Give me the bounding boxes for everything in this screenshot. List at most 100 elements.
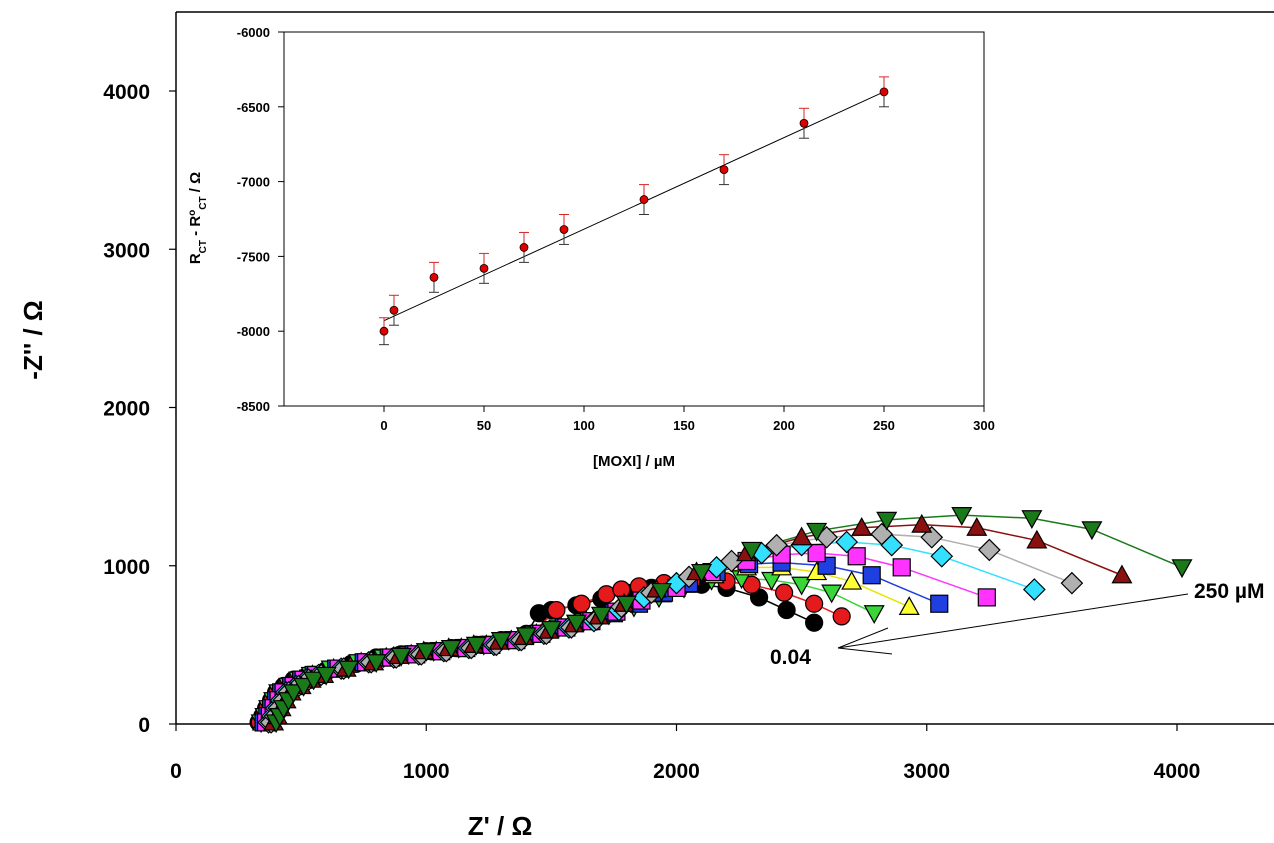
main-y-axis-label: -Z'' / Ω bbox=[18, 300, 48, 379]
square-marker bbox=[892, 558, 911, 577]
inset-data-point bbox=[559, 225, 569, 234]
triangle-down-marker bbox=[590, 606, 612, 626]
inset-y-tick-label: -8000 bbox=[237, 324, 270, 339]
triangle-up-marker bbox=[898, 596, 920, 615]
diamond-marker bbox=[1023, 578, 1046, 601]
circle-marker bbox=[805, 613, 824, 632]
diamond-marker bbox=[930, 544, 954, 568]
main-y-tick-label: 2000 bbox=[103, 398, 150, 421]
inset-frame bbox=[283, 31, 985, 407]
inset-points bbox=[379, 76, 889, 346]
triangle-down-marker bbox=[415, 643, 437, 662]
main-y-tick-label: 3000 bbox=[103, 239, 150, 262]
triangle-down-marker bbox=[821, 584, 843, 604]
annotation-250-label: 250 µM bbox=[1194, 580, 1264, 603]
main-x-ticks: 0 1000 2000 3000 4000 bbox=[170, 724, 1200, 783]
inset-x-tick-label: 50 bbox=[477, 418, 491, 433]
triangle-down-marker bbox=[691, 563, 713, 583]
triangle-down-marker bbox=[615, 595, 637, 615]
triangle-up-marker bbox=[966, 517, 988, 536]
inset-ylabel-r1: R bbox=[187, 253, 204, 264]
inset-x-ticks: 0 50 100 150 200 250 300 bbox=[380, 406, 995, 433]
series-line bbox=[267, 541, 1035, 723]
triangle-up-marker bbox=[911, 513, 933, 533]
inset-data-point bbox=[799, 118, 809, 128]
inset-x-tick-label: 100 bbox=[573, 418, 595, 433]
main-series-markers bbox=[249, 507, 1193, 734]
inset-chart: 0 50 100 150 200 250 300 -8500-8000-7500-7000-… bbox=[187, 25, 995, 470]
inset-ylabel-mid: - R bbox=[187, 216, 204, 240]
annotation-004-leader bbox=[837, 647, 893, 655]
inset-y-tick-label: -8500 bbox=[237, 399, 270, 414]
inset-data-point bbox=[639, 195, 649, 204]
main-y-tick-label: 1000 bbox=[103, 556, 150, 579]
square-marker bbox=[977, 588, 996, 607]
square-marker bbox=[862, 566, 881, 585]
triangle-down-marker bbox=[490, 632, 512, 651]
inset-ylabel-sub1: CT bbox=[198, 240, 209, 253]
triangle-down-marker bbox=[565, 614, 587, 634]
fit-line bbox=[383, 91, 885, 322]
inset-y-tick-label: -6000 bbox=[237, 25, 270, 40]
inset-y-axis-label: RCT - RoCT / Ω bbox=[187, 172, 209, 264]
diamond-marker bbox=[977, 538, 1001, 562]
inset-fit-line bbox=[383, 91, 885, 322]
diamond-marker bbox=[765, 533, 788, 557]
annotation-004-label: 0.04 bbox=[770, 646, 811, 669]
inset-x-tick-label: 150 bbox=[673, 418, 695, 433]
triangle-down-marker bbox=[390, 647, 412, 667]
main-x-axis-label: Z' / Ω bbox=[468, 811, 533, 841]
inset-y-tick-label: -7500 bbox=[237, 249, 270, 264]
triangle-down-marker bbox=[761, 571, 783, 591]
inset-data-point bbox=[429, 272, 439, 282]
circle-marker bbox=[805, 594, 824, 613]
triangle-down-marker bbox=[515, 627, 537, 647]
triangle-down-marker bbox=[876, 511, 898, 531]
triangle-down-marker bbox=[806, 522, 828, 542]
square-marker bbox=[807, 543, 826, 563]
circle-marker bbox=[612, 580, 631, 599]
inset-ylabel-sub2: CT bbox=[198, 196, 209, 209]
triangle-up-marker bbox=[851, 517, 873, 536]
main-x-tick-label: 3000 bbox=[903, 760, 950, 783]
main-x-tick-label: 1000 bbox=[403, 760, 450, 783]
triangle-up-marker bbox=[791, 526, 813, 546]
triangle-down-marker bbox=[303, 671, 325, 691]
triangle-down-marker bbox=[365, 654, 387, 674]
triangle-up-marker bbox=[841, 570, 863, 590]
main-y-tick-label: 0 bbox=[138, 714, 150, 737]
circle-marker bbox=[775, 583, 794, 602]
inset-x-tick-label: 250 bbox=[873, 418, 895, 433]
inset-data-point bbox=[879, 87, 889, 97]
circle-marker bbox=[597, 585, 616, 604]
inset-data-point bbox=[379, 326, 389, 336]
triangle-down-marker bbox=[1021, 510, 1043, 530]
inset-data-point bbox=[479, 263, 489, 273]
annotation-250-leader-2 bbox=[837, 627, 889, 649]
inset-x-tick-label: 300 bbox=[973, 418, 995, 433]
circle-marker bbox=[777, 600, 796, 620]
inset-data-point bbox=[519, 243, 529, 252]
inset-y-tick-label: -6500 bbox=[237, 100, 270, 115]
triangle-down-marker bbox=[951, 507, 973, 526]
diamond-marker bbox=[835, 530, 859, 554]
inset-data-point bbox=[719, 165, 729, 175]
inset-x-axis-label: [MOXI] / µM bbox=[593, 453, 675, 470]
main-y-ticks: 0 1000 2000 3000 4000 bbox=[103, 81, 176, 737]
annotation-250-leader bbox=[837, 593, 1189, 649]
square-marker bbox=[847, 547, 866, 566]
square-marker bbox=[930, 594, 949, 613]
triangle-down-marker bbox=[465, 636, 487, 656]
triangle-down-marker bbox=[540, 620, 562, 640]
annotation-250: 250 µM 0.04 bbox=[770, 580, 1264, 669]
triangle-down-marker bbox=[741, 541, 763, 561]
circle-marker bbox=[547, 600, 566, 620]
triangle-down-marker bbox=[791, 576, 813, 596]
triangle-down-marker bbox=[293, 677, 315, 697]
triangle-down-marker bbox=[1171, 559, 1193, 579]
inset-ylabel-sup: o bbox=[187, 210, 198, 216]
triangle-down-marker bbox=[440, 639, 462, 659]
triangle-down-marker bbox=[315, 666, 337, 686]
triangle-down-marker bbox=[1081, 521, 1103, 541]
